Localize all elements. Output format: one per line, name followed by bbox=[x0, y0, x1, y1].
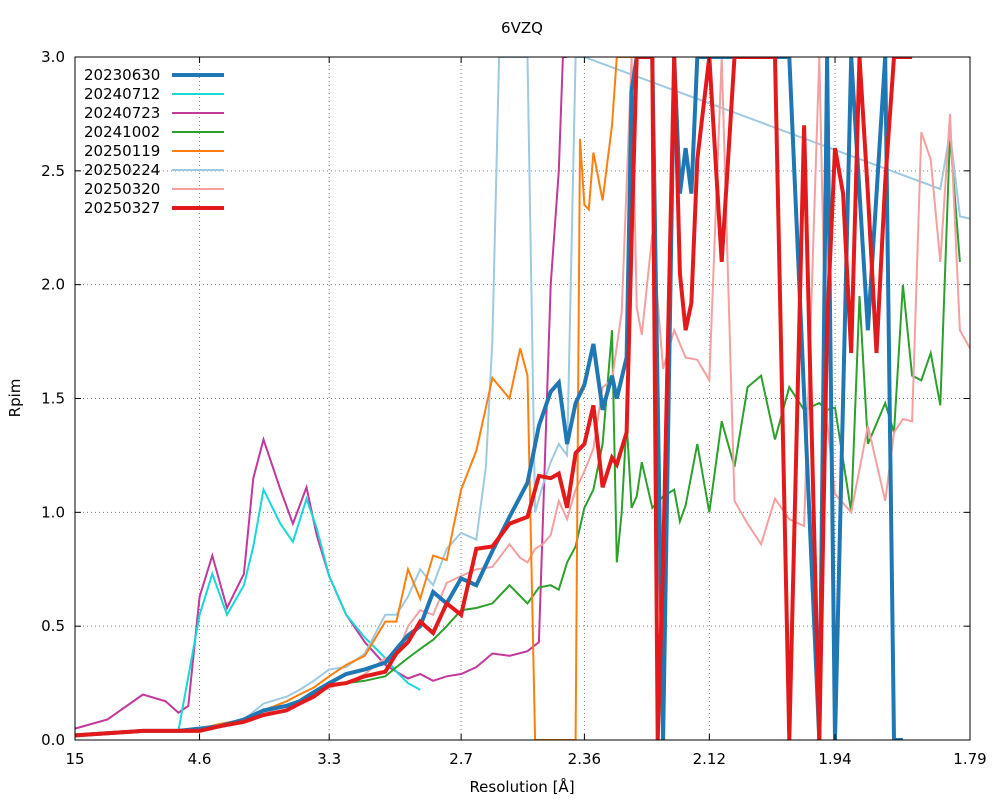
chart-title: 6VZQ bbox=[501, 19, 543, 37]
x-axis-label: Resolution [Å] bbox=[469, 777, 574, 796]
legend-label: 20250224 bbox=[84, 161, 160, 179]
x-tick-label: 1.94 bbox=[818, 750, 851, 768]
legend-label: 20250327 bbox=[84, 199, 160, 217]
x-tick-label: 3.3 bbox=[317, 750, 341, 768]
legend-label: 20230630 bbox=[84, 66, 160, 84]
y-tick-label: 0.5 bbox=[41, 617, 65, 635]
legend-label: 20241002 bbox=[84, 123, 160, 141]
x-tick-label: 1.79 bbox=[953, 750, 986, 768]
y-tick-label: 3.0 bbox=[41, 48, 65, 66]
axis-ticks: 15 4.6 3.3 2.7 2.36 2.12 1.94 1.79 0.0 0.5 1.0 1.5 2… bbox=[41, 48, 987, 768]
legend-label: 20250119 bbox=[84, 142, 160, 160]
x-tick-label: 2.36 bbox=[568, 750, 601, 768]
legend-label: 20240723 bbox=[84, 104, 160, 122]
series-line-20230630 bbox=[75, 57, 903, 740]
legend-label: 20240712 bbox=[84, 85, 160, 103]
x-tick-label: 2.7 bbox=[449, 750, 473, 768]
y-tick-label: 1.0 bbox=[41, 503, 65, 521]
series-line-20250327 bbox=[75, 57, 913, 740]
x-tick-label: 4.6 bbox=[188, 750, 212, 768]
series-line-20250224 bbox=[75, 57, 970, 737]
legend-label: 20250320 bbox=[84, 180, 160, 198]
y-axis-label: Rpim bbox=[6, 379, 24, 418]
legend: 2023063020240712202407232024100220250119… bbox=[84, 66, 224, 217]
y-tick-label: 0.0 bbox=[41, 731, 65, 749]
series-line-20240712 bbox=[75, 486, 421, 737]
y-tick-label: 2.5 bbox=[41, 162, 65, 180]
x-tick-label: 2.12 bbox=[693, 750, 726, 768]
series-lines bbox=[75, 57, 970, 740]
x-tick-label: 15 bbox=[65, 750, 84, 768]
y-tick-label: 1.5 bbox=[41, 390, 65, 408]
series-line-20250119 bbox=[75, 57, 637, 740]
y-tick-label: 2.0 bbox=[41, 276, 65, 294]
